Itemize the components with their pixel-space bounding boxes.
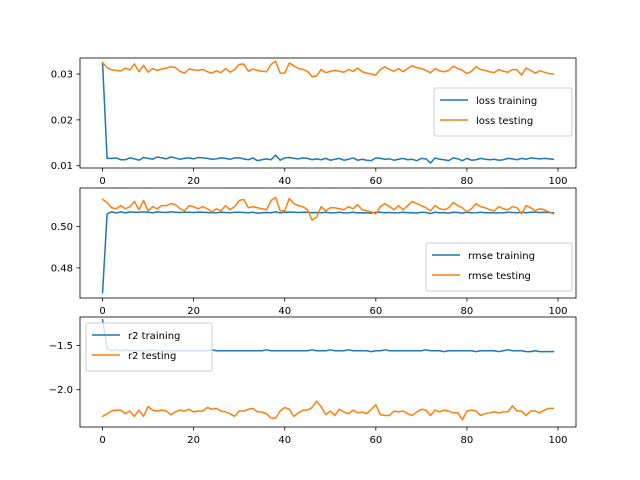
axes-frame bbox=[79, 187, 577, 299]
subplot-3: 0 20 40 60 80 100 −1.5 −2.0 r2 training r2 testin… bbox=[49, 316, 577, 446]
x-tick-label: 40 bbox=[278, 306, 291, 317]
x-tick-label: 20 bbox=[187, 435, 200, 446]
y-tick-label: 0.50 bbox=[51, 222, 73, 233]
legend-label: loss testing bbox=[476, 116, 533, 127]
legend: rmse training rmse testing bbox=[425, 242, 573, 292]
x-tick-label: 60 bbox=[369, 435, 382, 446]
x-tick-label: 40 bbox=[278, 435, 291, 446]
y-tick-label: 0.01 bbox=[51, 161, 73, 172]
subplot-2: 0 20 40 60 80 100 0.48 0.50 rmse training rmse te… bbox=[51, 187, 577, 317]
series-line-loss-testing bbox=[101, 60, 555, 78]
x-tick-label: 100 bbox=[548, 435, 567, 446]
x-tick-label: 20 bbox=[187, 306, 200, 317]
legend-label: rmse training bbox=[468, 251, 535, 262]
axes-frame bbox=[79, 316, 577, 428]
x-tick-label: 0 bbox=[99, 306, 105, 317]
legend-label: rmse testing bbox=[468, 271, 531, 282]
series-line-rmse-testing bbox=[101, 196, 555, 221]
legend: r2 training r2 testing bbox=[85, 322, 213, 372]
y-tick-label: −1.5 bbox=[49, 341, 73, 352]
x-tick-label: 0 bbox=[99, 176, 105, 187]
x-tick-label: 60 bbox=[369, 306, 382, 317]
x-tick-label: 0 bbox=[99, 435, 105, 446]
series-line-r2-testing bbox=[101, 400, 555, 421]
axes-frame bbox=[79, 57, 577, 169]
x-tick-label: 100 bbox=[548, 176, 567, 187]
legend-label: loss training bbox=[476, 96, 537, 107]
y-tick-label: 0.03 bbox=[51, 70, 73, 81]
y-tick-label: −2.0 bbox=[49, 385, 73, 396]
x-tick-label: 20 bbox=[187, 176, 200, 187]
legend-label: r2 training bbox=[128, 331, 180, 342]
y-tick-label: 0.02 bbox=[51, 115, 73, 126]
x-tick-label: 80 bbox=[461, 435, 474, 446]
series-line-loss-training bbox=[101, 61, 555, 164]
x-tick-label: 40 bbox=[278, 176, 291, 187]
series-line-rmse-training bbox=[101, 211, 555, 294]
legend-label: r2 testing bbox=[128, 351, 176, 362]
x-tick-label: 80 bbox=[461, 306, 474, 317]
legend-box bbox=[425, 242, 573, 292]
legend: loss training loss testing bbox=[433, 87, 573, 137]
legend-box bbox=[433, 87, 573, 137]
x-tick-label: 80 bbox=[461, 176, 474, 187]
x-tick-label: 60 bbox=[369, 176, 382, 187]
x-tick-label: 100 bbox=[548, 306, 567, 317]
y-tick-label: 0.48 bbox=[51, 263, 73, 274]
